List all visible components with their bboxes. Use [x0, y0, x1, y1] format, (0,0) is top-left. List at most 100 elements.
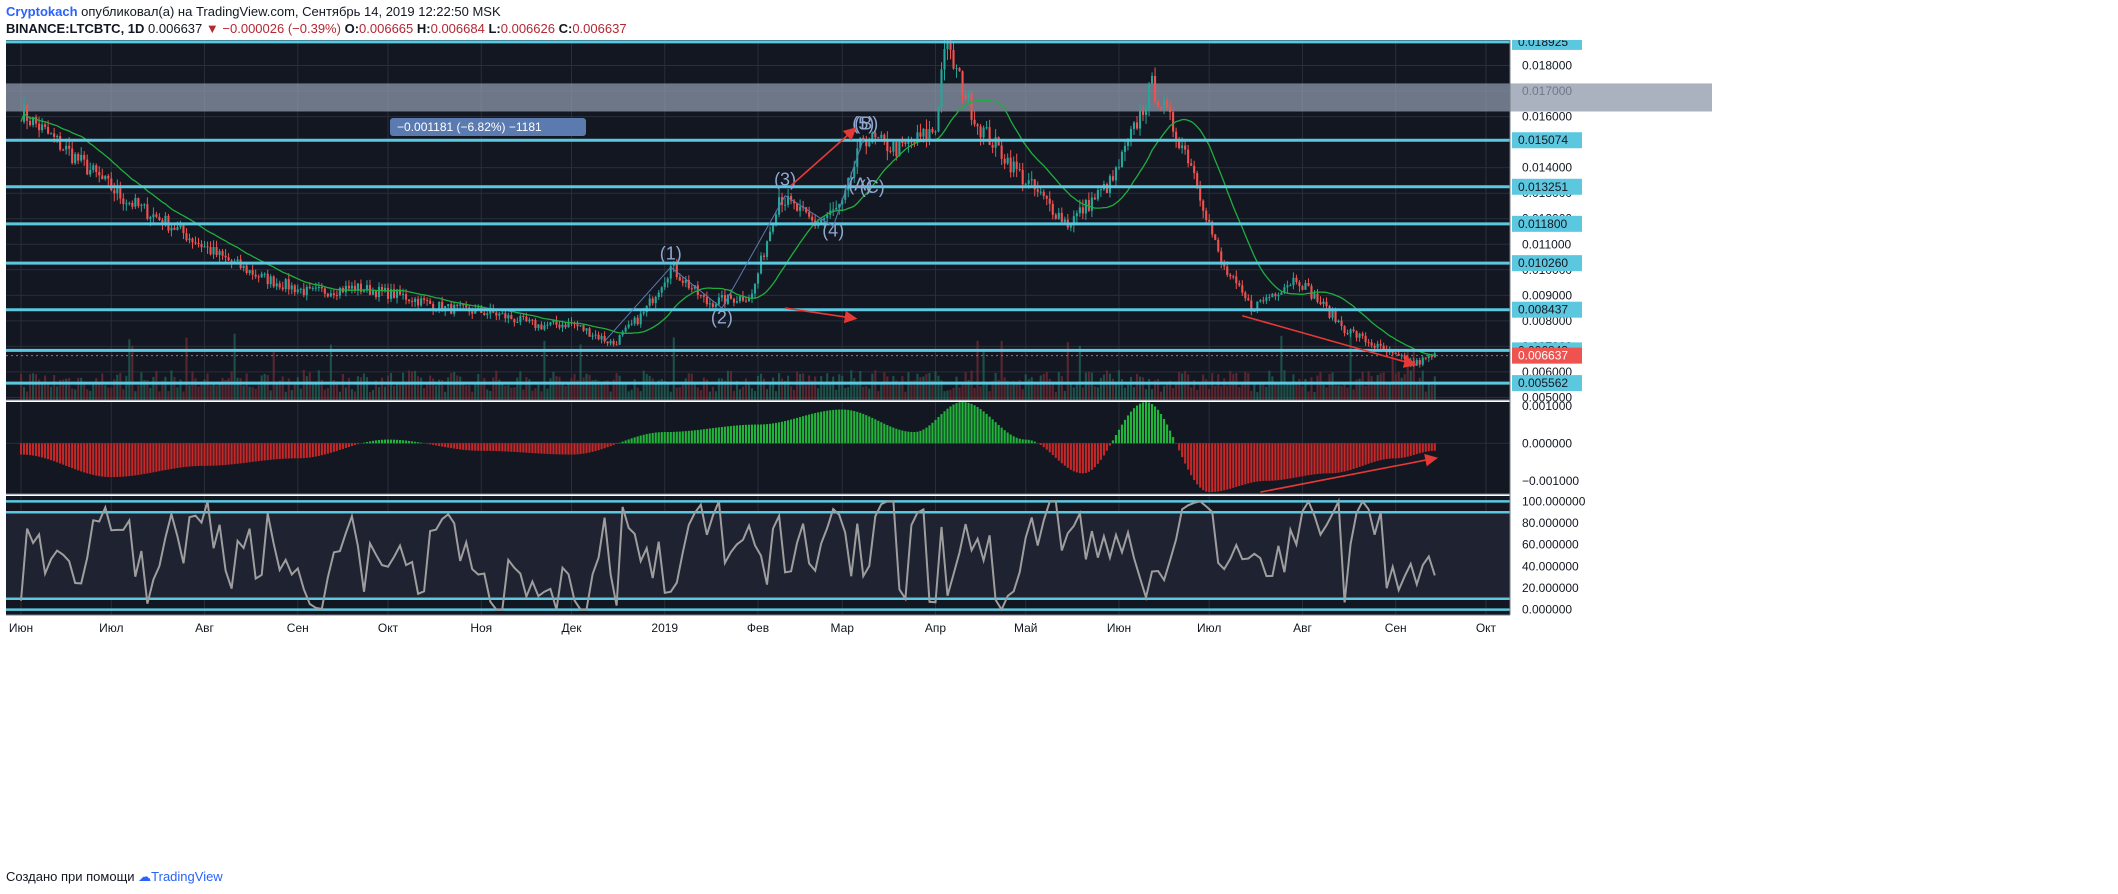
volume-bar [429, 375, 432, 400]
candle-body [236, 259, 239, 262]
measure-label: −0.001181 (−6.82%) −1181 [397, 120, 542, 134]
oscillator-bar [648, 433, 651, 444]
oscillator-bar [1349, 443, 1352, 470]
volume-bar [705, 379, 708, 400]
oscillator-bar [802, 416, 805, 444]
oscillator-bar [146, 443, 149, 474]
candle-body [771, 225, 775, 232]
candle-body [672, 264, 675, 266]
candle-body [576, 324, 579, 327]
oscillator-bar [263, 443, 266, 461]
oscillator-bar [362, 442, 366, 444]
oscillator-bar [128, 443, 131, 477]
volume-bar [1048, 378, 1051, 400]
volume-bar [901, 376, 904, 400]
candle-body [119, 187, 122, 199]
oscillator-bar [1193, 443, 1196, 481]
volume-bar [997, 379, 1000, 400]
candle-body [934, 131, 937, 133]
oscillator-bar [1343, 443, 1346, 472]
candle-body [317, 286, 320, 288]
volume-bar [1340, 385, 1343, 400]
oscillator-bar [991, 419, 994, 444]
oscillator-bar [38, 443, 41, 457]
candle-body [1202, 200, 1205, 211]
volume-bar [32, 373, 35, 400]
candle-body [74, 154, 77, 164]
candle-body [1328, 306, 1331, 318]
oscillator-bar [1178, 443, 1181, 451]
candle-body [705, 296, 708, 305]
oscillator-bar [1313, 443, 1316, 475]
level-price-label: 0.011800 [1518, 217, 1567, 231]
oscillator-bar [1238, 443, 1241, 487]
wave-label: (1) [660, 244, 682, 264]
oscillator-bar [182, 443, 185, 468]
oscillator-bar [1042, 443, 1045, 448]
oscillator-bar [47, 443, 50, 460]
volume-bar [1099, 377, 1102, 400]
candle-body [543, 325, 546, 330]
candle-body [1012, 161, 1015, 173]
volume-bar [886, 376, 889, 400]
volume-bar [615, 373, 618, 400]
candle-body [1072, 216, 1075, 226]
candle-body [1331, 310, 1334, 318]
volume-bar [1328, 373, 1331, 400]
candle-body [1379, 343, 1382, 346]
oscillator-bar [844, 409, 847, 444]
candle-body [275, 283, 278, 287]
oscillator-bar [910, 431, 913, 444]
volume-bar [534, 388, 537, 400]
oscillator-bar [492, 443, 495, 451]
candle-body [371, 290, 375, 295]
oscillator-bar [1117, 429, 1121, 444]
volume-bar [377, 387, 381, 400]
oscillator-bar [546, 443, 549, 454]
volume-bar [850, 370, 853, 400]
volume-bar [206, 373, 209, 400]
oscillator-bar [1334, 443, 1337, 474]
candle-body [1075, 213, 1078, 217]
candle-body [1256, 301, 1259, 311]
oscillator-bar [892, 427, 895, 444]
oscillator-bar [50, 443, 53, 461]
oscillator-bar [501, 443, 504, 452]
oscillator-bar [480, 443, 483, 451]
chart-canvas[interactable]: Июн Июл Авг Сен Окт Ноя Дек 2019 Фев Мар Апр Май Июн… [0, 40, 2118, 868]
volume-bar [347, 378, 350, 400]
oscillator-bar [1114, 435, 1118, 444]
oscillator-bar [456, 443, 459, 450]
volume-bar [1051, 381, 1054, 400]
candle-body [474, 308, 477, 314]
candle-body [101, 175, 104, 180]
volume-bar [651, 378, 654, 400]
volume-bar [1418, 377, 1421, 400]
tradingview-brand[interactable]: TradingView [151, 869, 223, 884]
candle-body [1045, 196, 1048, 199]
candle-body [898, 141, 901, 157]
volume-bar [796, 371, 799, 400]
candle-body [1361, 333, 1364, 336]
volume-bar [913, 380, 916, 400]
x-tick-label: Ноя [470, 621, 492, 635]
candle-body [1021, 169, 1024, 185]
oscillator-bar [158, 443, 161, 472]
oscillator-bar [555, 443, 558, 455]
stochastic-tick-label: 80.000000 [1522, 516, 1579, 530]
oscillator-bar [582, 443, 585, 454]
candle-body [1160, 106, 1163, 109]
oscillator-bar [726, 426, 729, 444]
candle-body [1271, 293, 1274, 298]
volume-bar [1376, 375, 1379, 400]
volume-bar [350, 389, 353, 400]
tradingview-logo-icon[interactable]: ☁ [138, 869, 152, 884]
oscillator-bar [68, 443, 71, 468]
volume-bar [167, 390, 170, 400]
author-name[interactable]: Cryptokach [6, 4, 78, 19]
oscillator-bar [411, 441, 414, 444]
oscillator-bar [859, 412, 862, 444]
volume-bar [1286, 382, 1289, 400]
oscillator-bar [459, 443, 462, 450]
candle-body [540, 324, 543, 330]
